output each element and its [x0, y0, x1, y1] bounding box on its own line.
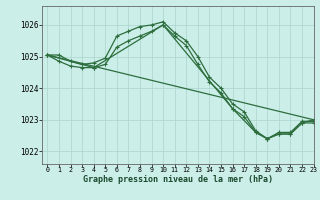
X-axis label: Graphe pression niveau de la mer (hPa): Graphe pression niveau de la mer (hPa) — [83, 175, 273, 184]
